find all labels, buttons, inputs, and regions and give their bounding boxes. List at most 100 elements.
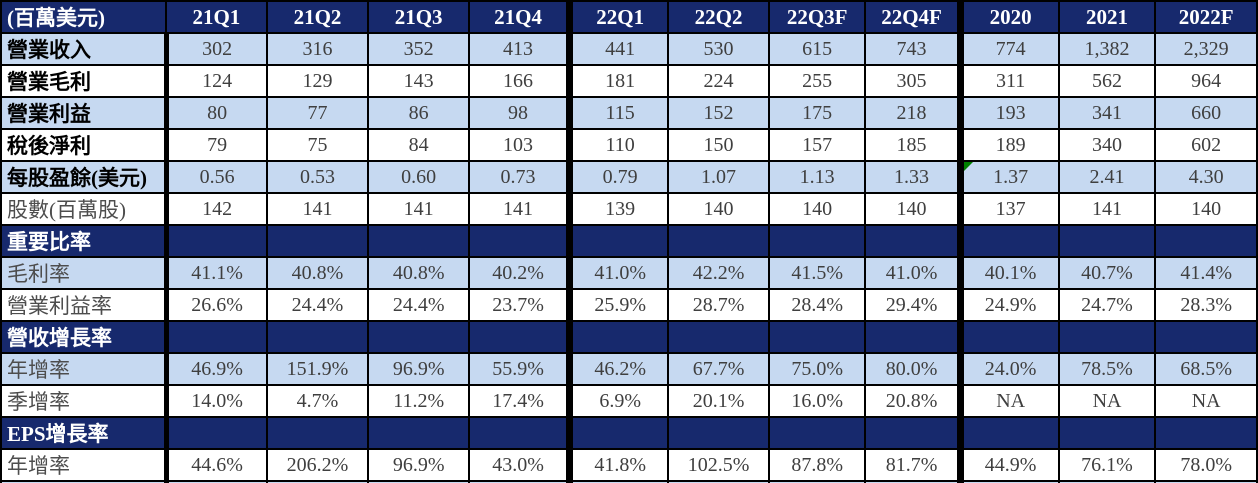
- section-empty-cell: [767, 416, 867, 450]
- table-cell: 140: [1154, 192, 1258, 226]
- table-cell: 24.4%: [367, 288, 470, 322]
- table-cell: 140: [767, 192, 867, 226]
- table-cell: 40.8%: [367, 256, 470, 290]
- table-cell: 41.8%: [566, 448, 670, 482]
- table-cell: -4.5%: [265, 480, 370, 483]
- column-header-21Q2: 21Q2: [265, 0, 370, 34]
- table-cell: 76.1%: [1057, 448, 1157, 482]
- section-empty-cell: [265, 320, 370, 354]
- table-cell: 124: [165, 64, 268, 98]
- section-empty-cell: [667, 320, 770, 354]
- table-cell: 141: [467, 192, 571, 226]
- unit-header-cell: (百萬美元): [0, 0, 168, 34]
- section-header-row: 營收增長率: [0, 320, 1258, 354]
- table-cell: 102.5%: [667, 448, 770, 482]
- table-cell: NA: [1057, 384, 1157, 418]
- table-cell: 157: [767, 128, 867, 162]
- table-cell: 24.9%: [956, 288, 1060, 322]
- section-empty-cell: [1154, 224, 1258, 258]
- table-cell: 87.8%: [767, 448, 867, 482]
- table-cell: 1.13: [767, 160, 867, 194]
- table-cell: 21.9%: [467, 480, 571, 483]
- table-cell: 311: [956, 64, 1060, 98]
- table-cell: 1,382: [1057, 32, 1157, 66]
- table-row: 季增率 14.0% 4.7% 11.2% 17.4% 6.9% 20.1% 16.0% 20.8…: [0, 384, 1258, 418]
- table-cell: 4.8%: [767, 480, 867, 483]
- table-cell: 29.4%: [864, 288, 962, 322]
- row-label: 年增率: [0, 448, 169, 482]
- table-cell: 2.41: [1057, 160, 1157, 194]
- table-cell: 1.07: [667, 160, 770, 194]
- section-empty-cell: [467, 416, 571, 450]
- table-cell: 78.5%: [1057, 352, 1157, 386]
- table-cell: 16.0%: [767, 384, 867, 418]
- section-empty-cell: [864, 416, 962, 450]
- table-cell: 13.1%: [367, 480, 470, 483]
- table-cell: 84: [367, 128, 470, 162]
- table-cell: 206.2%: [265, 448, 370, 482]
- table-cell: 86: [367, 96, 470, 130]
- column-header-2020: 2020: [956, 0, 1060, 34]
- section-empty-cell: [265, 416, 370, 450]
- table-cell: 660: [1154, 96, 1258, 130]
- table-cell: 1.33: [864, 160, 962, 194]
- section-empty-cell: [165, 320, 268, 354]
- table-row: 年增率 46.9% 151.9% 96.9% 55.9% 46.2% 67.7% 75.0% 8…: [0, 352, 1258, 386]
- table-cell: 115: [566, 96, 670, 130]
- table-cell: 67.7%: [667, 352, 770, 386]
- table-cell: 0.73: [467, 160, 571, 194]
- table-cell: 103: [467, 128, 571, 162]
- table-cell: 255: [767, 64, 867, 98]
- row-label: 股數(百萬股): [0, 192, 169, 226]
- table-header-row: (百萬美元) 21Q1 21Q2 21Q3 21Q4 22Q1 22Q2 22Q3F 22Q4F…: [0, 0, 1258, 34]
- table-cell: 79: [165, 128, 268, 162]
- table-cell: 151.9%: [265, 352, 370, 386]
- section-empty-cell: [566, 416, 670, 450]
- row-label: 年增率: [0, 352, 169, 386]
- table-cell: 441: [566, 32, 670, 66]
- table-row: 營業利益率 26.6% 24.4% 24.4% 23.7% 25.9% 28.7% 28.4%…: [0, 288, 1258, 322]
- table-cell: 43.0%: [467, 448, 571, 482]
- section-row-label: 重要比率: [0, 224, 169, 258]
- section-empty-cell: [467, 224, 571, 258]
- section-empty-cell: [1057, 416, 1157, 450]
- table-cell: 7.8%: [566, 480, 670, 483]
- table-cell: 28.4%: [767, 288, 867, 322]
- section-empty-cell: [165, 224, 268, 258]
- table-cell: 40.8%: [265, 256, 370, 290]
- table-row: 毛利率 41.1% 40.8% 40.8% 40.2% 41.0% 42.2% 41.5% 41…: [0, 256, 1258, 290]
- section-empty-cell: [956, 416, 1060, 450]
- section-empty-cell: [367, 224, 470, 258]
- table-cell: 166: [467, 64, 571, 98]
- table-cell: 55.9%: [467, 352, 571, 386]
- section-row-label: EPS增長率: [0, 416, 169, 450]
- table-cell: 78.0%: [1154, 448, 1258, 482]
- table-cell: 26.6%: [165, 288, 268, 322]
- table-cell: 40.2%: [467, 256, 571, 290]
- table-cell: 98: [467, 96, 571, 130]
- row-label: 營業利益率: [0, 288, 169, 322]
- table-cell: 42.2%: [667, 256, 770, 290]
- table-cell: 46.9%: [165, 352, 268, 386]
- table-cell: 341: [1057, 96, 1157, 130]
- table-cell: 137: [956, 192, 1060, 226]
- table-cell: 96.9%: [367, 448, 470, 482]
- table-cell: 17.4%: [467, 384, 571, 418]
- table-cell: 24.0%: [956, 352, 1060, 386]
- table-cell: 68.5%: [1154, 352, 1258, 386]
- table-cell: 140: [667, 192, 770, 226]
- table-cell: 140: [864, 192, 962, 226]
- table-cell: 0.53: [265, 160, 370, 194]
- row-label: 稅後淨利: [0, 128, 169, 162]
- cell-flag-icon: [967, 163, 973, 171]
- section-row-label: 營收增長率: [0, 320, 169, 354]
- table-cell: 6.9%: [566, 384, 670, 418]
- table-cell: 4.7%: [265, 384, 370, 418]
- table-cell: NA: [956, 480, 1060, 483]
- column-header-2021: 2021: [1057, 0, 1157, 34]
- table-cell: 413: [467, 32, 571, 66]
- table-cell: NA: [1154, 384, 1258, 418]
- column-header-21Q4: 21Q4: [467, 0, 571, 34]
- section-empty-cell: [864, 320, 962, 354]
- table-cell: 141: [1057, 192, 1157, 226]
